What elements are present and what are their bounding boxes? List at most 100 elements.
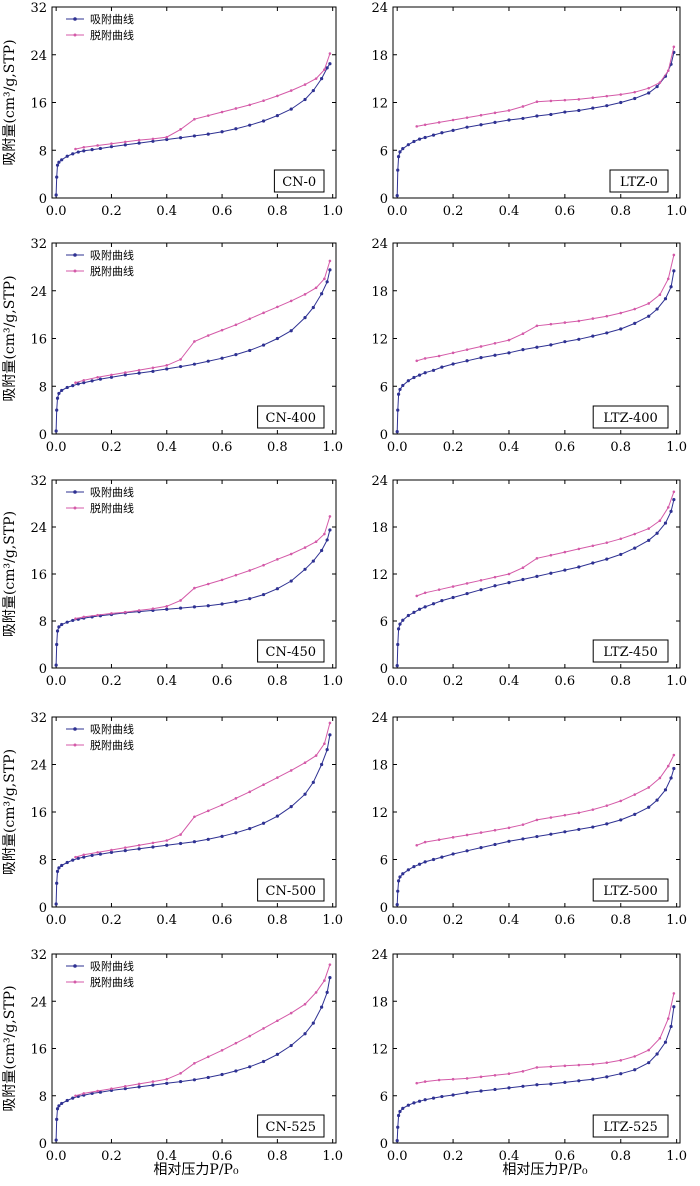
desorption-point: [206, 582, 210, 586]
adsorption-point: [192, 605, 197, 609]
x-tick-label: 0.4: [156, 440, 177, 455]
adsorption-point: [647, 91, 651, 95]
desorption-point: [328, 52, 332, 55]
adsorption-point: [275, 1052, 279, 1057]
desorption-point: [563, 813, 567, 817]
adsorption-point: [451, 362, 455, 366]
adsorption-point: [401, 1106, 405, 1110]
desorption-point: [165, 135, 169, 139]
adsorption-point: [655, 798, 659, 802]
desorption-point: [220, 578, 224, 582]
adsorption-point: [234, 1069, 238, 1073]
adsorption-point: [451, 1093, 455, 1097]
legend-adsorption-label: 吸附曲线: [90, 248, 134, 262]
adsorption-point: [65, 620, 69, 624]
adsorption-point: [289, 1043, 293, 1048]
sample-label: LTZ-400: [603, 411, 657, 426]
adsorption-point: [577, 565, 581, 569]
adsorption-point: [633, 96, 637, 101]
adsorption-point: [423, 1098, 427, 1102]
y-tick-label: 16: [30, 806, 47, 821]
desorption-point: [647, 86, 651, 90]
adsorption-point: [406, 1103, 410, 1107]
desorption-point: [415, 359, 419, 363]
desorption-point: [437, 588, 441, 591]
y-axis-title: 吸附量(cm³/g,STP): [2, 39, 18, 165]
x-tick-label: 0.8: [267, 674, 288, 689]
desorption-point: [605, 541, 609, 544]
y-tick-label: 0: [380, 428, 388, 443]
adsorption-point: [178, 364, 183, 369]
adsorption-point: [431, 133, 436, 137]
adsorption-point: [479, 588, 483, 592]
desorption-point: [96, 851, 99, 854]
x-tick-label: 0.0: [46, 204, 67, 219]
desorption-point: [479, 831, 483, 834]
desorption-point: [633, 793, 637, 796]
adsorption-point: [440, 599, 444, 603]
adsorption-point: [325, 748, 329, 752]
panel-cn-500: 0 8 16 24 32 0.0 0.2 0.4 0.6 0.8 1.0 CN-500 吸附曲线脱附曲线…: [2, 711, 343, 928]
desorption-point: [451, 1077, 455, 1081]
desorption-point: [563, 550, 567, 554]
adsorption-point: [320, 548, 324, 553]
panel-cn-525: 0 8 16 24 32 0.0 0.2 0.4 0.6 0.8 1.0 CN-525 吸附曲线脱附曲线…: [2, 948, 343, 1164]
adsorption-point: [417, 607, 422, 611]
sample-label-box: [257, 878, 325, 902]
adsorption-point: [412, 139, 416, 144]
adsorption-point: [493, 584, 497, 588]
adsorption-point: [328, 528, 332, 532]
adsorption-point: [591, 1077, 595, 1081]
adsorption-point: [248, 348, 252, 353]
desorption-point: [415, 594, 419, 598]
desorption-point: [507, 826, 511, 830]
adsorption-point: [275, 814, 279, 818]
desorption-point: [193, 340, 196, 343]
adsorption-point: [289, 805, 293, 809]
desorption-point: [179, 1072, 182, 1075]
adsorption-point: [303, 792, 307, 796]
desorption-point: [74, 855, 77, 859]
desorption-point: [619, 93, 623, 96]
y-tick-label: 18: [371, 49, 388, 64]
adsorption-point: [325, 538, 329, 542]
desorption-point: [193, 815, 196, 819]
adsorption-point: [109, 375, 114, 379]
adsorption-point: [192, 134, 197, 138]
adsorption-point: [431, 857, 436, 862]
adsorption-point: [647, 805, 651, 809]
adsorption-point: [123, 143, 127, 147]
desorption-point: [633, 90, 637, 94]
adsorption-point: [549, 112, 553, 117]
adsorption-point: [549, 1082, 553, 1086]
desorption-point: [276, 558, 279, 561]
x-tick-label: 0.2: [443, 1149, 464, 1164]
adsorption-point: [396, 1125, 400, 1129]
desorption-point: [563, 98, 567, 102]
desorption-point: [96, 613, 99, 617]
adsorption-point: [423, 860, 427, 864]
adsorption-point: [303, 567, 307, 571]
x-tick-label: 0.2: [443, 440, 464, 455]
sample-label: CN-0: [282, 175, 316, 190]
x-tick-label: 0.8: [267, 913, 288, 928]
adsorption-point: [137, 141, 141, 145]
legend-adsorption-label: 吸附曲线: [90, 12, 134, 26]
x-tick-label: 0.4: [499, 204, 520, 219]
desorption-point: [328, 515, 332, 518]
x-tick-label: 0.2: [101, 913, 122, 928]
adsorption-point: [412, 1101, 416, 1105]
adsorption-point: [248, 123, 252, 127]
adsorption-point: [493, 1087, 497, 1092]
x-tick-label: 0.4: [499, 1149, 520, 1164]
adsorption-point: [261, 1059, 266, 1064]
adsorption-point: [412, 375, 416, 380]
adsorption-point: [535, 1083, 539, 1087]
y-tick-label: 6: [380, 854, 388, 869]
desorption-line: [416, 46, 675, 127]
desorption-point: [577, 98, 581, 101]
adsorption-point: [55, 175, 59, 179]
desorption-point: [423, 357, 427, 360]
adsorption-point: [234, 127, 238, 131]
y-tick-label: 6: [380, 1090, 388, 1105]
